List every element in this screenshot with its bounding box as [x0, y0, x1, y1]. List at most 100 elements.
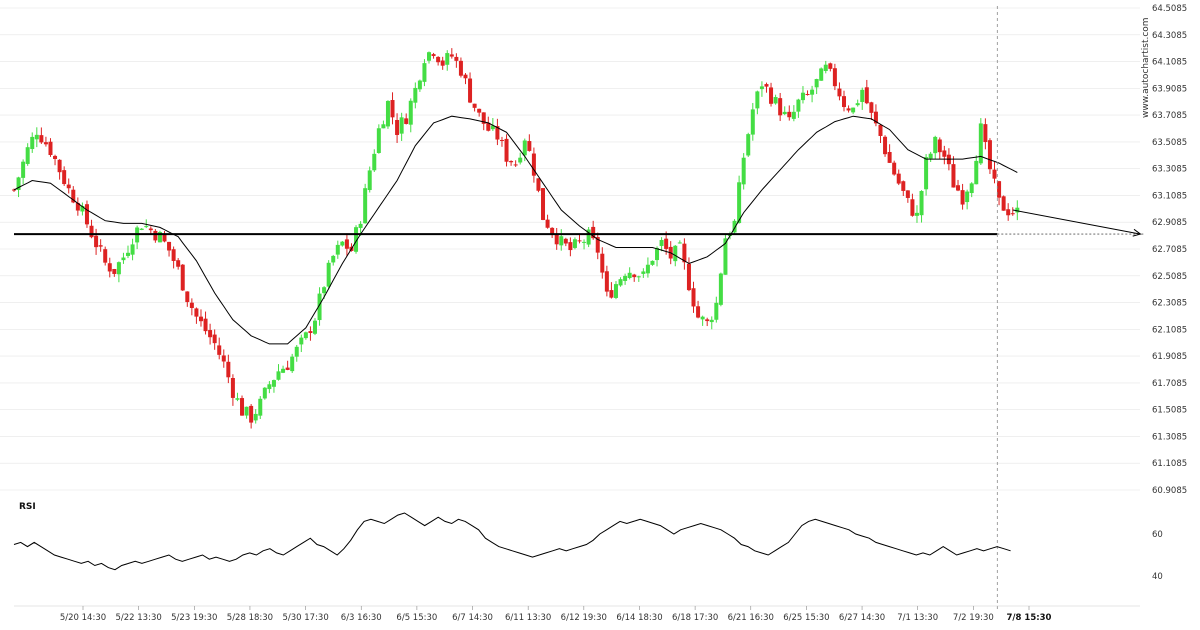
- candle-body: [130, 244, 135, 255]
- candle-body: [983, 124, 988, 143]
- candle-body: [490, 125, 495, 130]
- candle-body: [527, 141, 532, 151]
- price-y-axis: 64.5085 64.3085 64.1085 63.9085 63.7085 63.50…: [1152, 4, 1187, 496]
- y-tick-label: 63.1085: [1152, 191, 1187, 201]
- candle-body: [937, 139, 942, 153]
- candle-body: [691, 288, 696, 307]
- price-panel: 64.5085 64.3085 64.1085 63.9085 63.7085 63.50…: [0, 4, 1188, 610]
- candle-body: [340, 241, 345, 246]
- candle-body: [960, 190, 965, 205]
- x-tick-label: 6/25 15:30: [783, 613, 829, 623]
- candle-body: [1001, 196, 1006, 211]
- candle-body: [641, 271, 646, 274]
- x-tick-label: 5/22 13:30: [115, 613, 161, 623]
- candle-body: [905, 190, 910, 198]
- candle-body: [21, 161, 26, 178]
- candle-body: [185, 291, 190, 303]
- candle-body: [924, 157, 929, 190]
- candle-body: [372, 153, 377, 171]
- candle-body: [832, 68, 837, 87]
- candle-body: [778, 98, 783, 116]
- candle-body: [554, 233, 559, 245]
- candle-body: [541, 188, 546, 220]
- candle-body: [477, 108, 482, 113]
- x-tick-label: 7/1 13:30: [897, 613, 938, 623]
- candle-body: [43, 142, 48, 145]
- candle-body: [267, 384, 272, 390]
- candle-body: [741, 157, 746, 185]
- candle-body: [148, 228, 153, 231]
- candle-body: [463, 74, 468, 79]
- y-tick-label: 60.9085: [1152, 486, 1187, 496]
- candle-body: [180, 264, 185, 291]
- candle-body: [217, 345, 222, 355]
- candle-body: [595, 237, 600, 253]
- candle-body: [545, 219, 550, 228]
- rsi-title: RSI: [19, 502, 36, 512]
- candle-body: [240, 398, 245, 416]
- candle-body: [39, 135, 44, 143]
- time-x-axis: 5/20 14:30 5/22 13:30 5/23 19:30 5/28 18:30…: [14, 605, 1140, 623]
- candle-body: [395, 119, 400, 135]
- candle-body: [385, 100, 390, 127]
- candle-body: [12, 189, 16, 191]
- candle-body: [769, 87, 774, 104]
- candle-body: [262, 387, 267, 399]
- candle-body: [294, 346, 299, 357]
- y-tick-label: 63.3085: [1152, 165, 1187, 175]
- candle-body: [326, 262, 331, 287]
- candle-body: [440, 60, 445, 66]
- candle-body: [144, 226, 149, 228]
- candle-body: [645, 264, 650, 274]
- candle-body: [189, 302, 194, 309]
- candle-body: [112, 269, 117, 274]
- candle-body: [1010, 213, 1015, 215]
- candle-body: [673, 245, 678, 262]
- candle-body: [358, 223, 363, 228]
- candle-body: [431, 54, 436, 57]
- candle-body: [34, 134, 39, 140]
- candle-body: [509, 161, 514, 163]
- y-tick-label: 61.9085: [1152, 352, 1187, 362]
- candle-body: [481, 112, 486, 124]
- y-tick-label: 61.7085: [1152, 379, 1187, 389]
- candle-body: [171, 249, 176, 261]
- candle-body: [823, 64, 828, 72]
- x-tick-label: 5/30 17:30: [282, 613, 328, 623]
- candle-body: [290, 356, 295, 372]
- candle-body: [860, 89, 865, 102]
- candle-body: [208, 330, 213, 338]
- y-tick-label: 61.3085: [1152, 432, 1187, 442]
- candle-body: [1006, 209, 1011, 216]
- candle-body: [810, 89, 815, 95]
- candle-body: [933, 136, 938, 154]
- candle-body: [846, 108, 851, 111]
- candle-body: [978, 123, 983, 164]
- candle-body: [75, 202, 80, 211]
- candle-body: [413, 87, 418, 103]
- candle-body: [618, 279, 623, 286]
- x-tick-label: 6/14 18:30: [616, 613, 662, 623]
- rsi-tick-label: 40: [1152, 572, 1163, 582]
- candle-body: [281, 368, 286, 373]
- candle-body: [582, 241, 587, 243]
- candle-body: [495, 126, 500, 140]
- y-tick-label: 63.9085: [1152, 84, 1187, 94]
- candle-body: [312, 320, 317, 334]
- candle-body: [212, 334, 217, 344]
- candle-body: [331, 255, 336, 263]
- x-tick-label: 6/11 13:30: [505, 613, 551, 623]
- candle-body: [258, 398, 263, 416]
- y-tick-label: 64.3085: [1152, 31, 1187, 41]
- candle-body: [800, 92, 805, 101]
- candle-body: [600, 253, 605, 273]
- candle-body: [914, 212, 919, 216]
- candle-body: [709, 319, 714, 323]
- candle-body: [303, 332, 308, 339]
- candle-body: [682, 243, 687, 263]
- candle-body: [299, 337, 304, 345]
- candle-body: [782, 111, 787, 115]
- candle-body: [66, 184, 71, 189]
- candle-body: [445, 53, 450, 65]
- projection-arrow-head: [1132, 228, 1142, 237]
